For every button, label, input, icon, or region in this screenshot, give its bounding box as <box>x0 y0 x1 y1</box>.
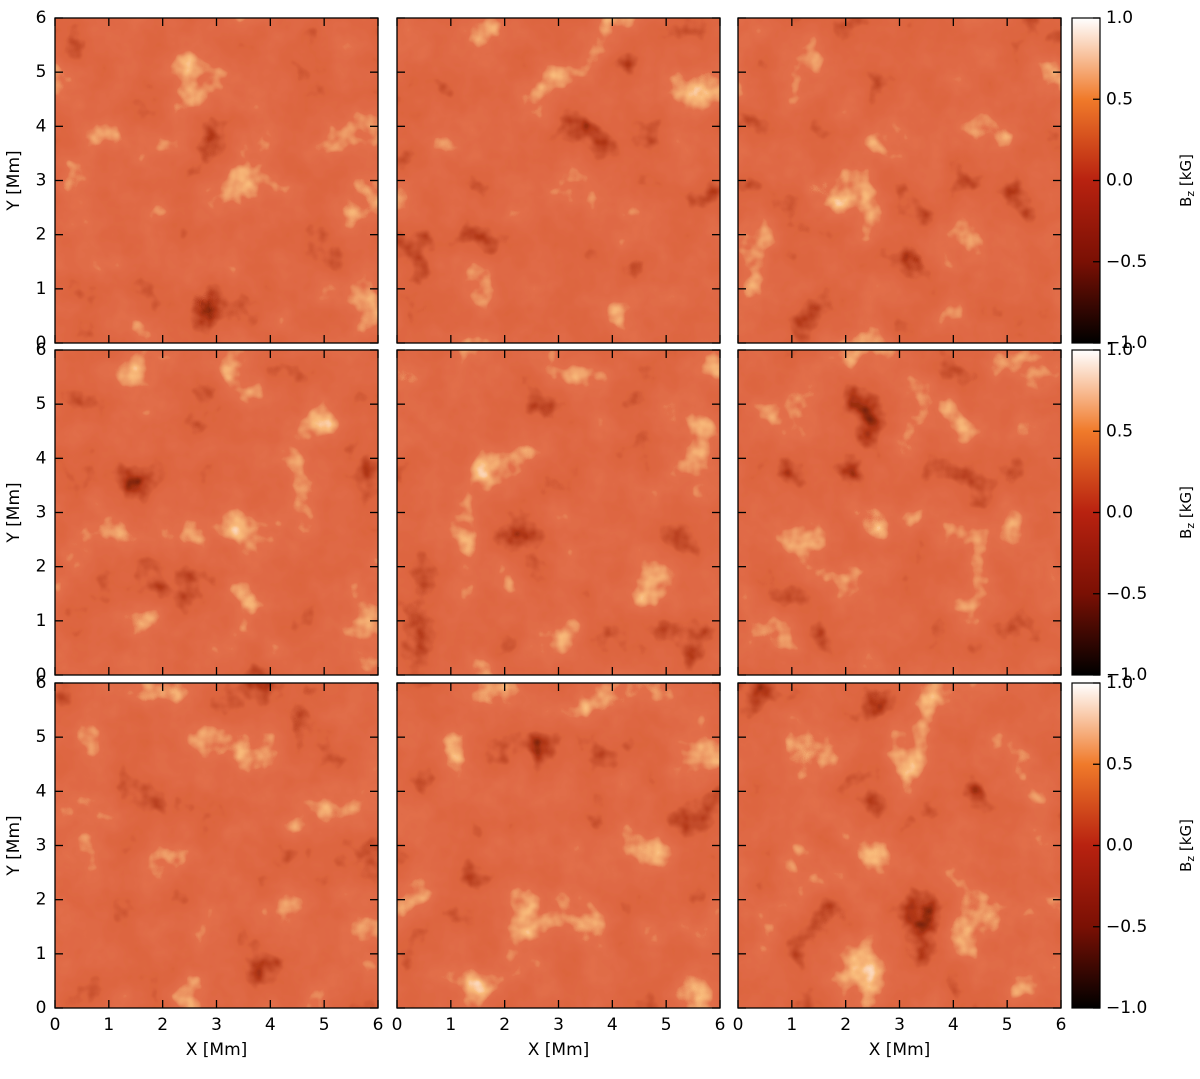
x-tick-label: 0 <box>733 1015 744 1035</box>
x-tick-label: 0 <box>392 1015 403 1035</box>
colorbar-subscript: z <box>1184 856 1197 862</box>
y-tick-label: 4 <box>36 448 47 468</box>
colorbar-unit: [kG] <box>1177 154 1195 186</box>
x-tick-label: 4 <box>948 1015 959 1035</box>
y-tick-label: 4 <box>36 116 47 136</box>
x-tick-label: 2 <box>499 1015 510 1035</box>
field-texture <box>397 18 720 343</box>
colorbar-subscript: z <box>1184 191 1197 197</box>
colorbar-tick-label: 0.0 <box>1106 836 1133 856</box>
colorbar-tick-label: 0.5 <box>1106 421 1133 441</box>
y-axis-label: Y [Mm] <box>4 150 24 211</box>
x-axis-label: X [Mm] <box>186 1040 248 1060</box>
y-tick-label: 6 <box>36 673 47 693</box>
x-tick-label: 3 <box>894 1015 905 1035</box>
y-tick-label: 0 <box>36 665 47 685</box>
x-tick-label: 2 <box>840 1015 851 1035</box>
colorbar-unit: [kG] <box>1177 486 1195 518</box>
y-tick-label: 3 <box>36 503 47 523</box>
x-tick-label: 3 <box>553 1015 564 1035</box>
x-axis-label: X [Mm] <box>528 1040 590 1060</box>
colorbar-tick-label: 0.0 <box>1106 503 1133 523</box>
colorbar-tick-label: 0.0 <box>1106 171 1133 191</box>
colorbar-tick-label: 1.0 <box>1106 8 1133 28</box>
x-tick-label: 3 <box>211 1015 222 1035</box>
field-texture <box>397 683 720 1008</box>
colorbar-symbol: B <box>1177 862 1195 872</box>
colorbar <box>1071 682 1101 1009</box>
y-axis-label: Y [Mm] <box>4 815 24 876</box>
x-tick-label: 1 <box>786 1015 797 1035</box>
x-tick-label: 4 <box>607 1015 618 1035</box>
y-axis-label: Y [Mm] <box>4 482 24 543</box>
x-tick-label: 5 <box>319 1015 330 1035</box>
y-tick-label: 3 <box>36 836 47 856</box>
y-tick-label: 6 <box>36 340 47 360</box>
y-tick-label: 2 <box>36 890 47 910</box>
y-tick-label: 2 <box>36 225 47 245</box>
x-tick-label: 5 <box>661 1015 672 1035</box>
colorbar-label: Bz [kG] <box>1177 154 1198 207</box>
field-texture <box>55 350 378 675</box>
field-texture <box>397 350 720 675</box>
colorbar-label: Bz [kG] <box>1177 819 1198 872</box>
x-tick-label: 6 <box>1056 1015 1067 1035</box>
colorbar <box>1071 17 1101 344</box>
colorbar-tick-label: −1.0 <box>1106 333 1147 353</box>
x-tick-label: 0 <box>50 1015 61 1035</box>
colorbar-tick-label: −0.5 <box>1106 252 1147 272</box>
x-tick-label: 1 <box>103 1015 114 1035</box>
y-tick-label: 5 <box>36 727 47 747</box>
y-tick-label: 5 <box>36 394 47 414</box>
y-tick-label: 1 <box>36 944 47 964</box>
y-tick-label: 1 <box>36 611 47 631</box>
x-tick-label: 1 <box>445 1015 456 1035</box>
y-tick-label: 0 <box>36 998 47 1018</box>
y-tick-label: 2 <box>36 557 47 577</box>
colorbar-symbol: B <box>1177 529 1195 539</box>
colorbar-tick-label: −0.5 <box>1106 584 1147 604</box>
x-tick-label: 2 <box>157 1015 168 1035</box>
field-texture <box>55 18 378 343</box>
colorbar-tick-label: 1.0 <box>1106 673 1133 693</box>
colorbar-subscript: z <box>1184 523 1197 529</box>
colorbar-tick-label: −1.0 <box>1106 665 1147 685</box>
field-texture <box>738 18 1061 343</box>
colorbar-unit: [kG] <box>1177 819 1195 851</box>
colorbar-tick-label: 1.0 <box>1106 340 1133 360</box>
colorbar-tick-label: −0.5 <box>1106 917 1147 937</box>
x-tick-label: 6 <box>373 1015 384 1035</box>
y-tick-label: 4 <box>36 781 47 801</box>
field-texture <box>738 683 1061 1008</box>
colorbar-label: Bz [kG] <box>1177 486 1198 539</box>
colorbar-tick-label: −1.0 <box>1106 998 1147 1018</box>
y-tick-label: 1 <box>36 279 47 299</box>
y-tick-label: 0 <box>36 333 47 353</box>
colorbar-tick-label: 0.5 <box>1106 754 1133 774</box>
field-texture <box>738 350 1061 675</box>
colorbar-tick-label: 0.5 <box>1106 89 1133 109</box>
x-tick-label: 6 <box>715 1015 726 1035</box>
y-tick-label: 6 <box>36 8 47 28</box>
x-tick-label: 5 <box>1002 1015 1013 1035</box>
colorbar-symbol: B <box>1177 197 1195 207</box>
field-texture <box>55 683 378 1008</box>
y-tick-label: 3 <box>36 171 47 191</box>
y-tick-label: 5 <box>36 62 47 82</box>
x-tick-label: 4 <box>265 1015 276 1035</box>
x-axis-label: X [Mm] <box>869 1040 931 1060</box>
